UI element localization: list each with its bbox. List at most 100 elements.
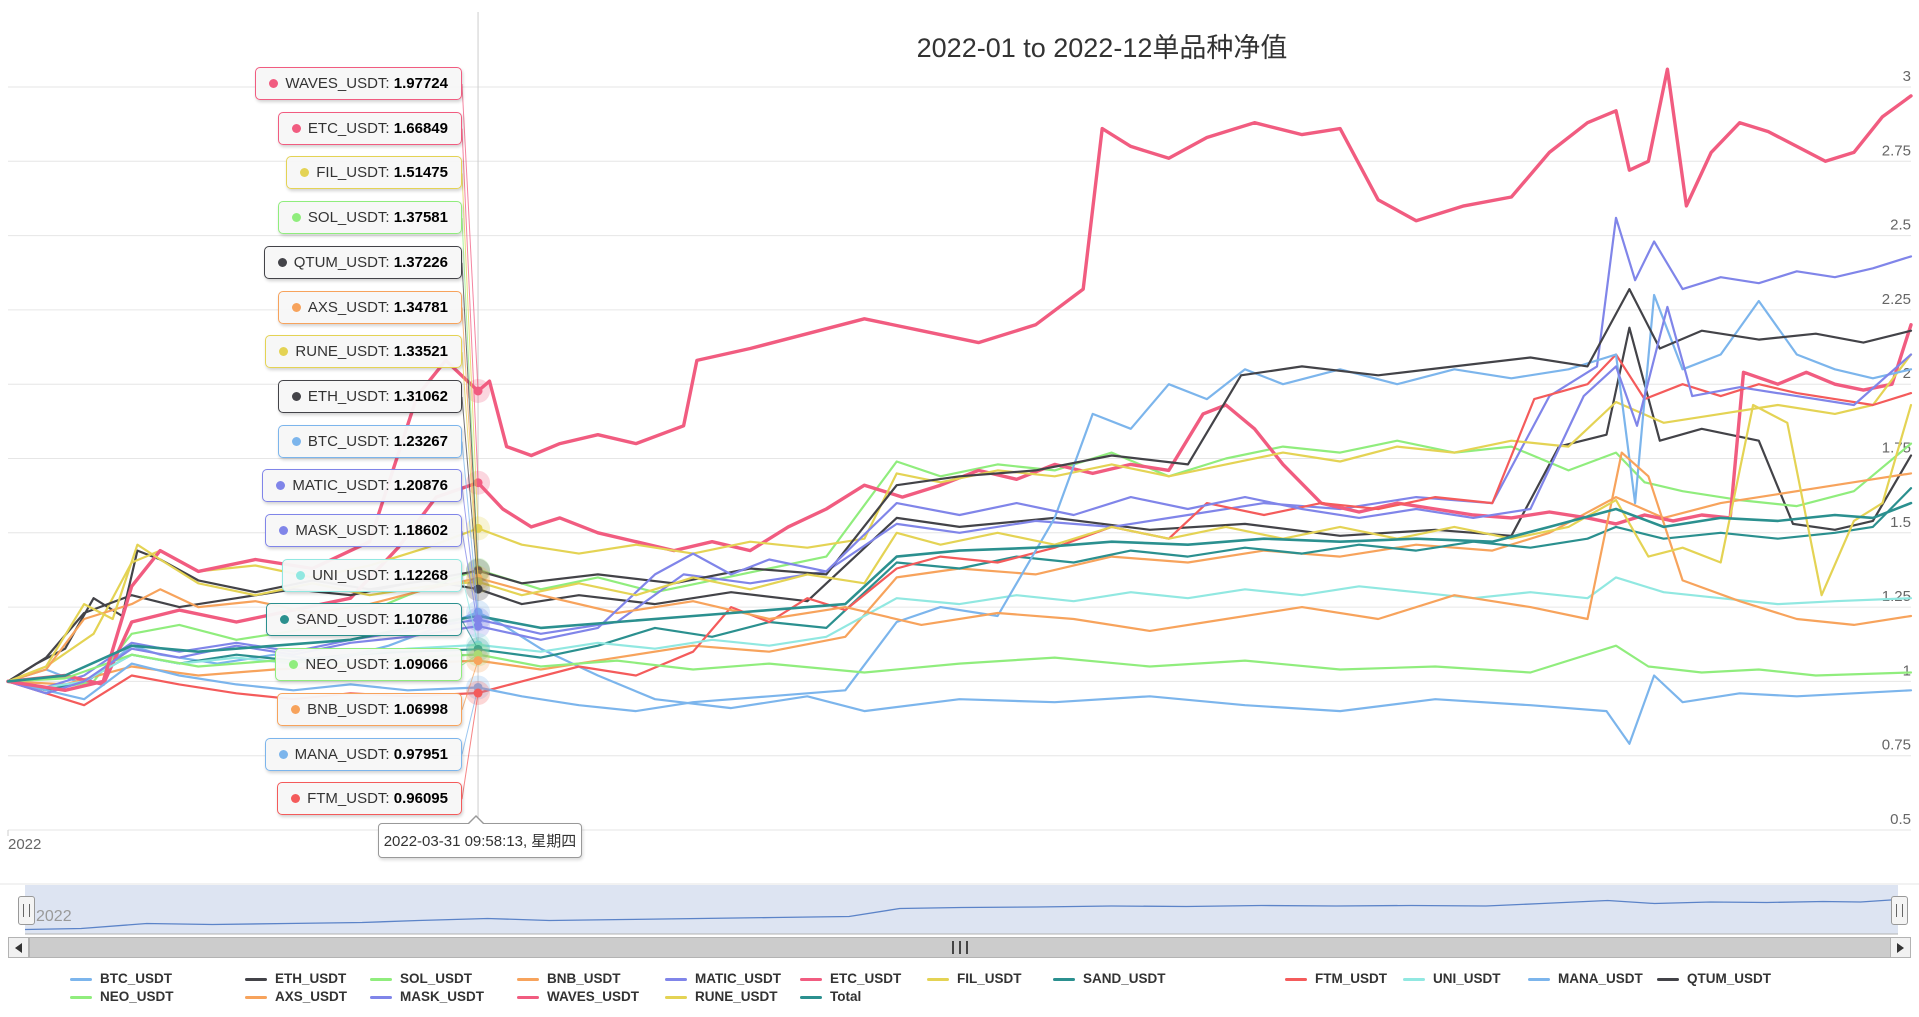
handle-grip-icon [23,904,30,917]
legend-item-SAND_USDT[interactable]: SAND_USDT [1053,971,1166,987]
navigator-left-handle[interactable] [18,896,35,925]
tooltip-series-value: 1.09066 [393,656,448,674]
tooltip-entry-RUNE_USDT: RUNE_USDT: 1.33521 [265,335,462,369]
series-line-BTC_USDT [6,611,1913,745]
crosshair-marker-MASK_USDT [473,621,483,631]
legend-item-Total[interactable]: Total [800,989,861,1005]
legend-item-FIL_USDT[interactable]: FIL_USDT [927,971,1022,987]
tooltip-series-value: 1.51475 [393,164,448,182]
legend-item-WAVES_USDT[interactable]: WAVES_USDT [517,989,639,1005]
series-dot-icon [289,660,299,670]
legend-label: AXS_USDT [275,989,348,1004]
tooltip-entry-MASK_USDT: MASK_USDT: 1.18602 [265,514,462,547]
legend-item-MANA_USDT[interactable]: MANA_USDT [1528,971,1643,987]
series-dot-icon [291,123,301,133]
legend-item-SOL_USDT[interactable]: SOL_USDT [370,971,472,987]
navigator-year-label: 2022 [36,908,72,925]
legend-label: FTM_USDT [1315,971,1387,986]
tooltip-entry-WAVES_USDT: WAVES_USDT: 1.97724 [255,67,462,100]
tooltip-entry-AXS_USDT: AXS_USDT: 1.34781 [277,290,462,324]
series-line-AXS_USDT [6,451,1913,683]
tooltip-series-value: 0.96095 [393,790,448,808]
tooltip-series-value: 1.20876 [393,477,448,495]
series-dot-icon [269,79,279,88]
legend-item-NEO_USDT[interactable]: NEO_USDT [70,989,174,1005]
scrollbar-rifles-icon[interactable] [952,941,968,954]
y-axis-tick-label: 3 [1903,68,1911,85]
tooltip-series-name: WAVES_USDT: 1.97724 [285,75,448,92]
tooltip-series-value: 1.23267 [393,432,448,450]
tooltip-series-value: 1.18602 [393,522,448,539]
navigator-right-handle[interactable] [1891,896,1908,925]
y-axis-tick-label: 2.25 [1882,291,1911,308]
legend-item-QTUM_USDT[interactable]: QTUM_USDT [1657,971,1771,987]
tooltip-series-name: ETC_USDT: 1.66849 [307,119,448,137]
tooltip-series-value: 1.06998 [393,700,448,718]
tooltip-entry-QTUM_USDT: QTUM_USDT: 1.37226 [263,245,462,279]
tooltip-entry-SAND_USDT: SAND_USDT: 1.10786 [266,603,462,637]
tooltip-series-value: 1.31062 [393,387,448,405]
tooltip-series-value: 0.97951 [393,745,448,763]
legend-swatch-icon [370,995,392,999]
legend-label: ETH_USDT [275,971,347,986]
crosshair-marker-BNB_USDT [473,656,483,666]
legend-swatch-icon [1528,977,1550,981]
tooltip-series-value: 1.10786 [393,611,448,629]
legend-swatch-icon [665,977,687,981]
legend-item-FTM_USDT[interactable]: FTM_USDT [1285,971,1387,987]
legend-item-MASK_USDT[interactable]: MASK_USDT [370,989,484,1005]
legend-label: SOL_USDT [400,971,473,986]
tooltip-series-name: SAND_USDT: 1.10786 [296,611,448,629]
series-dot-icon [278,749,288,759]
tooltip-entry-ETC_USDT: ETC_USDT: 1.66849 [277,111,462,145]
legend-swatch-icon [927,977,949,981]
tooltip-entry-FTM_USDT: FTM_USDT: 0.96095 [277,782,462,816]
scrollbar-right-button[interactable] [1890,937,1911,958]
tooltip-series-name: QTUM_USDT: 1.37226 [293,253,448,271]
legend-item-ETH_USDT[interactable]: ETH_USDT [245,971,346,987]
series-dot-icon [291,391,301,401]
legend-item-AXS_USDT[interactable]: AXS_USDT [245,989,347,1005]
y-axis-tick-label: 1 [1903,662,1911,679]
tooltip-series-name: MANA_USDT: 0.97951 [294,745,448,763]
tooltip-series-name: BTC_USDT: 1.23267 [307,432,448,450]
series-dot-icon [291,213,301,223]
tooltip-entry-SOL_USDT: SOL_USDT: 1.37581 [277,201,462,235]
tooltip-series-value: 1.34781 [393,298,448,316]
legend-swatch-icon [517,977,539,981]
tooltip-series-value: 1.97724 [393,75,448,92]
legend-swatch-icon [800,977,822,981]
series-dot-icon [291,436,301,446]
series-dot-icon [280,615,290,625]
tooltip-entry-MATIC_USDT: MATIC_USDT: 1.20876 [262,469,462,503]
legend-swatch-icon [70,977,92,981]
legend-swatch-icon [1053,977,1075,981]
legend-label: NEO_USDT [100,989,174,1004]
tooltip-entry-BTC_USDT: BTC_USDT: 1.23267 [277,424,462,458]
legend-item-RUNE_USDT[interactable]: RUNE_USDT [665,989,778,1005]
y-axis-tick-label: 1.75 [1882,440,1911,457]
legend-item-MATIC_USDT[interactable]: MATIC_USDT [665,971,781,987]
y-axis-tick-label: 0.75 [1882,737,1911,754]
series-dot-icon [296,570,306,580]
scrollbar-right-arrow-icon [1897,942,1904,953]
series-dot-icon [291,704,301,714]
tooltip-series-name: UNI_USDT: 1.12268 [312,566,448,584]
legend-label: Total [830,989,862,1004]
legend-item-BNB_USDT[interactable]: BNB_USDT [517,971,621,987]
x-axis-label: 2022 [8,836,42,853]
series-dot-icon [279,347,289,357]
legend-item-UNI_USDT[interactable]: UNI_USDT [1403,971,1501,987]
tooltip-date-box: 2022-03-31 09:58:13, 星期四 [378,815,582,858]
tooltip-entry-BNB_USDT: BNB_USDT: 1.06998 [277,692,462,726]
y-axis-tick-label: 2 [1903,365,1911,382]
scrollbar-left-button[interactable] [8,937,29,958]
legend-label: BNB_USDT [547,971,621,986]
legend-item-ETC_USDT[interactable]: ETC_USDT [800,971,901,987]
tooltip-series-name: NEO_USDT: 1.09066 [305,656,448,674]
tooltip-series-value: 1.37226 [393,253,448,271]
series-dot-icon [291,794,301,804]
legend-swatch-icon [70,995,92,999]
legend-item-BTC_USDT[interactable]: BTC_USDT [70,971,172,987]
